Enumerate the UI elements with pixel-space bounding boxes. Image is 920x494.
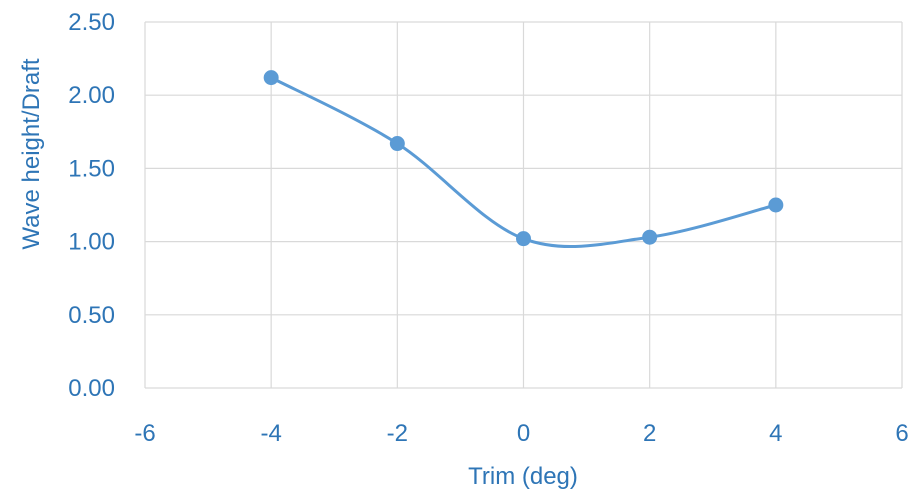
data-point: [389, 136, 405, 152]
data-point: [263, 70, 279, 86]
data-point: [642, 229, 658, 245]
x-tick-label: 2: [643, 420, 656, 447]
y-axis-title: Wave height/Draft: [18, 58, 45, 250]
y-tick-label: 2.50: [68, 9, 115, 36]
series-layer: [263, 70, 784, 248]
y-tick-label: 1.00: [68, 229, 115, 256]
x-tick-label: 6: [895, 420, 908, 447]
data-point: [516, 231, 531, 247]
x-tick-label: -4: [260, 420, 281, 447]
x-tick-label: 4: [769, 420, 782, 447]
x-tick-label: -2: [387, 420, 408, 447]
grid: [144, 21, 903, 389]
x-tick-label: -6: [134, 420, 155, 447]
x-axis-title: Trim (deg): [468, 463, 578, 490]
tick-labels: -6 -4 -2 0 2 4 6 0.00 0.50 1.00 1.50 2.00 2.50: [68, 9, 908, 447]
y-tick-label: 0.50: [68, 302, 115, 329]
x-tick-label: 0: [517, 420, 530, 447]
y-tick-label: 0.00: [68, 375, 115, 402]
y-tick-label: 2.00: [68, 82, 115, 109]
data-point: [768, 197, 784, 213]
y-tick-label: 1.50: [68, 155, 115, 182]
